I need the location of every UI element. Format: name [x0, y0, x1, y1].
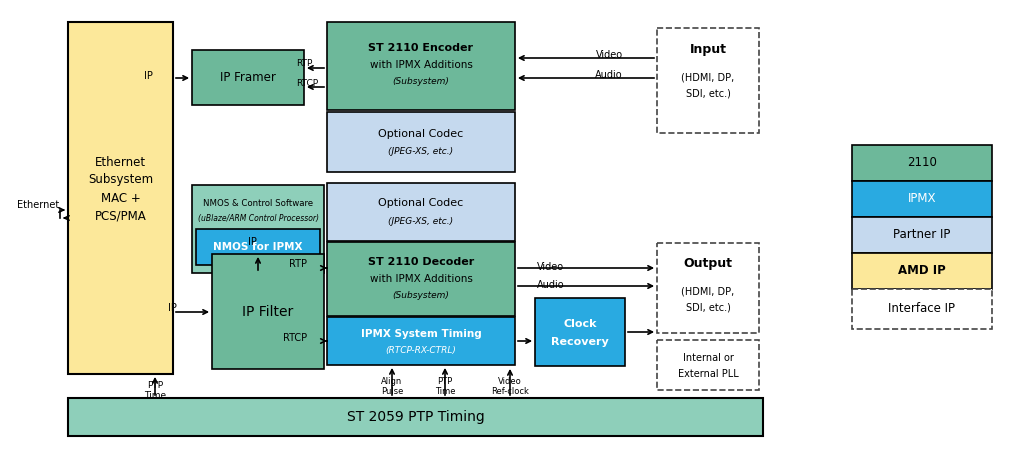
- Text: Optional Codec: Optional Codec: [379, 129, 464, 139]
- Text: Time: Time: [144, 391, 166, 399]
- Text: with IPMX Additions: with IPMX Additions: [370, 274, 472, 284]
- Text: RTCP: RTCP: [283, 333, 307, 343]
- Text: (Subsystem): (Subsystem): [392, 292, 450, 301]
- Text: Interface IP: Interface IP: [889, 302, 955, 315]
- Bar: [196, 229, 319, 265]
- Bar: [193, 185, 324, 273]
- Text: Time: Time: [435, 388, 456, 397]
- Text: (JPEG-XS, etc.): (JPEG-XS, etc.): [388, 148, 454, 157]
- Bar: [68, 398, 763, 436]
- Text: Align: Align: [381, 377, 402, 386]
- Text: (HDMI, DP,: (HDMI, DP,: [681, 286, 734, 296]
- Bar: [852, 253, 992, 289]
- Text: 2110: 2110: [907, 157, 937, 170]
- Text: MAC +: MAC +: [100, 192, 140, 205]
- Text: Optional Codec: Optional Codec: [379, 198, 464, 208]
- Text: Video: Video: [498, 377, 522, 386]
- Text: ST 2110 Encoder: ST 2110 Encoder: [369, 43, 473, 53]
- Text: (uBlaze/ARM Control Processor): (uBlaze/ARM Control Processor): [198, 213, 318, 222]
- Bar: [852, 217, 992, 253]
- Text: Clock: Clock: [563, 319, 597, 329]
- Text: IP: IP: [143, 71, 153, 81]
- Text: NMOS & Control Software: NMOS & Control Software: [203, 199, 313, 207]
- Text: Recovery: Recovery: [551, 337, 609, 347]
- Text: SDI, etc.): SDI, etc.): [685, 302, 730, 312]
- Bar: [657, 340, 759, 390]
- Bar: [327, 112, 515, 172]
- Text: RTP: RTP: [289, 259, 307, 269]
- Text: PTP: PTP: [437, 377, 453, 386]
- Text: with IPMX Additions: with IPMX Additions: [370, 60, 472, 70]
- Text: External PLL: External PLL: [678, 369, 738, 379]
- Text: ST 2059 PTP Timing: ST 2059 PTP Timing: [347, 410, 484, 424]
- Bar: [327, 317, 515, 365]
- Text: Internal or: Internal or: [683, 353, 733, 363]
- Text: Subsystem: Subsystem: [88, 173, 153, 186]
- Text: Ethernet: Ethernet: [95, 157, 146, 170]
- Text: IP Framer: IP Framer: [220, 71, 275, 84]
- Text: Audio: Audio: [595, 70, 623, 80]
- Text: RTP: RTP: [296, 60, 312, 69]
- Bar: [193, 50, 304, 105]
- Bar: [852, 181, 992, 217]
- Text: PTP: PTP: [146, 381, 163, 390]
- Text: Audio: Audio: [537, 280, 564, 290]
- Bar: [535, 298, 625, 366]
- Text: NMOS for IPMX: NMOS for IPMX: [213, 242, 303, 252]
- Text: Output: Output: [683, 256, 732, 269]
- Text: Ethernet: Ethernet: [16, 200, 59, 210]
- Text: IPMX System Timing: IPMX System Timing: [360, 329, 481, 339]
- Text: IP: IP: [248, 237, 256, 247]
- Bar: [852, 145, 992, 181]
- Text: Pulse: Pulse: [381, 388, 403, 397]
- Text: Partner IP: Partner IP: [893, 228, 950, 241]
- Bar: [657, 28, 759, 133]
- Text: IP: IP: [168, 303, 176, 313]
- Bar: [212, 254, 324, 369]
- Bar: [68, 22, 173, 374]
- Text: RTCP: RTCP: [296, 80, 318, 89]
- Text: (JPEG-XS, etc.): (JPEG-XS, etc.): [388, 217, 454, 226]
- Text: Video: Video: [596, 50, 623, 60]
- Text: Ref-clock: Ref-clock: [492, 388, 529, 397]
- Bar: [327, 183, 515, 241]
- Text: ST 2110 Decoder: ST 2110 Decoder: [368, 257, 474, 267]
- Text: Video: Video: [537, 262, 564, 272]
- Text: Input: Input: [689, 43, 726, 56]
- Bar: [852, 289, 992, 329]
- Text: PCS/PMA: PCS/PMA: [94, 210, 146, 222]
- Text: AMD IP: AMD IP: [898, 265, 946, 277]
- Text: (Subsystem): (Subsystem): [392, 77, 450, 87]
- Text: IP Filter: IP Filter: [243, 304, 294, 318]
- Bar: [327, 22, 515, 110]
- Bar: [657, 243, 759, 333]
- Bar: [327, 242, 515, 316]
- Text: IPMX: IPMX: [907, 192, 936, 206]
- Text: (RTCP-RX-CTRL): (RTCP-RX-CTRL): [386, 345, 457, 355]
- Text: SDI, etc.): SDI, etc.): [685, 89, 730, 99]
- Text: (HDMI, DP,: (HDMI, DP,: [681, 73, 734, 83]
